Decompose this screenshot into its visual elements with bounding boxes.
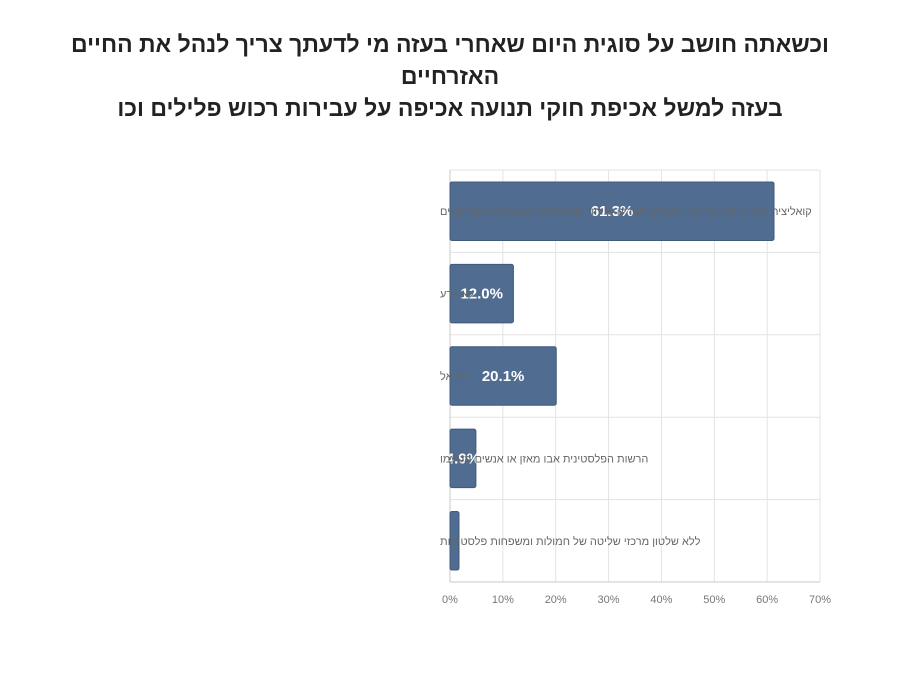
category-label: קואליציה אזורית של מדינות המפרץ סעודיה ו… — [440, 205, 812, 218]
category-labels: קואליציה אזורית של מדינות המפרץ סעודיה ו… — [440, 205, 812, 548]
category-label: לא יודע — [440, 288, 474, 301]
data-label: 4.9% — [446, 450, 480, 467]
x-tick-label: 70% — [809, 594, 831, 606]
data-label: 20.1% — [482, 368, 525, 385]
category-label: ישראל — [440, 370, 469, 383]
bar — [449, 346, 557, 406]
x-tick-label: 10% — [492, 594, 514, 606]
bar — [449, 511, 460, 571]
bar — [449, 181, 775, 241]
category-label: ללא שלטון מרכזי שליטה של חמולות ומשפחות … — [440, 535, 701, 548]
bar — [449, 263, 514, 324]
data-label: 61.3% — [591, 203, 634, 220]
category-label: הרשות הפלסטינית אבו מאזן או אנשים מטעמו — [440, 452, 648, 465]
x-tick-label: 30% — [598, 594, 620, 606]
chart-title: וכשאתה חושב על סוגית היום שאחרי בעזה מי … — [20, 28, 880, 124]
bar — [449, 428, 477, 489]
data-label: 12.0% — [460, 286, 503, 303]
x-tick-label: 60% — [756, 594, 778, 606]
x-axis-ticks: 0% 10% 20% 30% 40% 50% 60% 70% — [442, 594, 831, 606]
x-tick-label: 40% — [650, 594, 672, 606]
bars: 61.3% 12.0% 20.1% 4.9% — [446, 181, 775, 571]
chart-title-line-2: בעזה למשל אכיפת חוקי תנועה אכיפה על עביר… — [117, 95, 783, 121]
chart-title-line-1: וכשאתה חושב על סוגית היום שאחרי בעזה מי … — [70, 31, 829, 89]
x-tick-label: 50% — [703, 594, 725, 606]
x-tick-label: 20% — [545, 594, 567, 606]
x-tick-label: 0% — [442, 594, 458, 606]
